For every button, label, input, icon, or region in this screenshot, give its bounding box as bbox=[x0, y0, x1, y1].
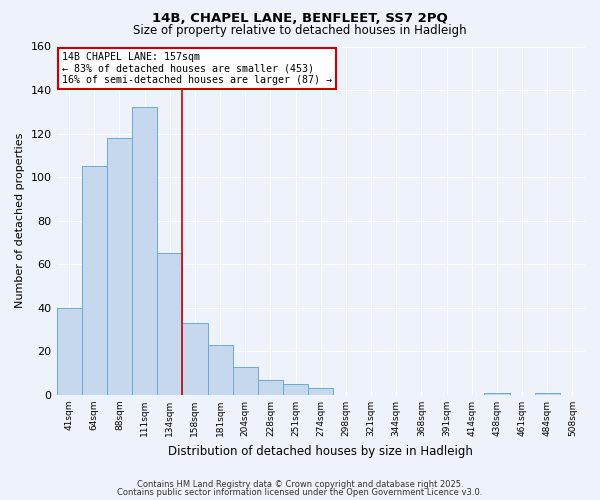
Bar bbox=[56, 308, 82, 395]
Bar bbox=[107, 138, 132, 395]
Bar bbox=[308, 388, 334, 395]
Bar bbox=[208, 345, 233, 395]
Bar bbox=[82, 166, 107, 395]
Text: 14B, CHAPEL LANE, BENFLEET, SS7 2PQ: 14B, CHAPEL LANE, BENFLEET, SS7 2PQ bbox=[152, 12, 448, 26]
X-axis label: Distribution of detached houses by size in Hadleigh: Distribution of detached houses by size … bbox=[169, 444, 473, 458]
Text: Size of property relative to detached houses in Hadleigh: Size of property relative to detached ho… bbox=[133, 24, 467, 37]
Text: Contains HM Land Registry data © Crown copyright and database right 2025.: Contains HM Land Registry data © Crown c… bbox=[137, 480, 463, 489]
Text: 14B CHAPEL LANE: 157sqm
← 83% of detached houses are smaller (453)
16% of semi-d: 14B CHAPEL LANE: 157sqm ← 83% of detache… bbox=[62, 52, 332, 85]
Text: Contains public sector information licensed under the Open Government Licence v3: Contains public sector information licen… bbox=[118, 488, 482, 497]
Bar bbox=[132, 108, 157, 395]
Bar bbox=[157, 254, 182, 395]
Bar bbox=[535, 393, 560, 395]
Bar bbox=[182, 323, 208, 395]
Bar bbox=[233, 366, 258, 395]
Bar bbox=[484, 393, 509, 395]
Bar bbox=[283, 384, 308, 395]
Y-axis label: Number of detached properties: Number of detached properties bbox=[15, 133, 25, 308]
Bar bbox=[258, 380, 283, 395]
